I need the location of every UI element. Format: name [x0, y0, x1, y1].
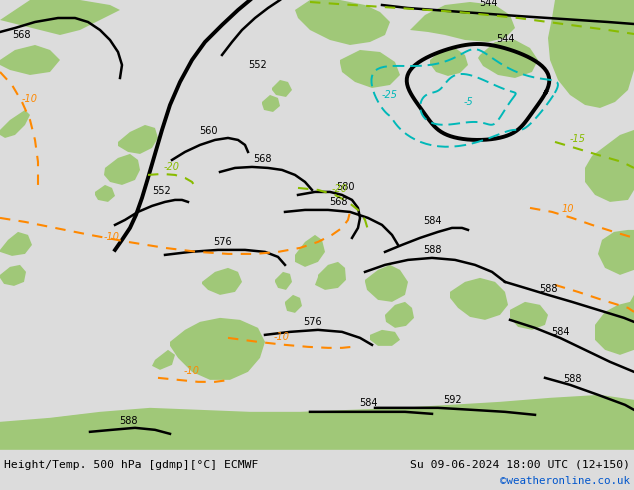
- Text: 588: 588: [119, 416, 137, 426]
- Polygon shape: [385, 302, 414, 328]
- Polygon shape: [598, 230, 634, 275]
- Polygon shape: [275, 272, 292, 290]
- Polygon shape: [0, 45, 60, 75]
- Polygon shape: [340, 50, 400, 88]
- Polygon shape: [285, 295, 302, 313]
- Text: 588: 588: [563, 374, 581, 384]
- Text: 10: 10: [562, 204, 574, 214]
- Polygon shape: [0, 110, 30, 138]
- Polygon shape: [0, 395, 634, 450]
- Text: 584: 584: [551, 327, 569, 337]
- Polygon shape: [0, 0, 120, 35]
- Polygon shape: [262, 95, 280, 112]
- Polygon shape: [365, 265, 408, 302]
- Text: 580: 580: [336, 182, 354, 192]
- Polygon shape: [295, 235, 325, 267]
- Text: Height/Temp. 500 hPa [gdmp][°C] ECMWF: Height/Temp. 500 hPa [gdmp][°C] ECMWF: [4, 460, 259, 470]
- Text: 588: 588: [423, 245, 441, 255]
- Text: -15: -15: [570, 134, 586, 144]
- Polygon shape: [152, 350, 175, 370]
- Text: 560: 560: [198, 126, 217, 136]
- Polygon shape: [272, 80, 292, 97]
- Text: 568: 568: [329, 197, 347, 207]
- Polygon shape: [430, 48, 468, 76]
- Text: -20: -20: [164, 162, 180, 172]
- Text: -10: -10: [22, 94, 38, 104]
- Polygon shape: [410, 2, 515, 42]
- Text: 544: 544: [496, 34, 514, 44]
- Polygon shape: [595, 295, 634, 355]
- Text: ©weatheronline.co.uk: ©weatheronline.co.uk: [500, 476, 630, 486]
- Text: 584: 584: [423, 216, 441, 226]
- Text: 568: 568: [253, 154, 271, 164]
- Polygon shape: [0, 410, 190, 442]
- Text: -10: -10: [184, 366, 200, 376]
- Text: 588: 588: [539, 284, 557, 294]
- Text: 576: 576: [302, 317, 321, 327]
- Polygon shape: [585, 130, 634, 202]
- Text: 568: 568: [12, 30, 30, 40]
- Text: 552: 552: [153, 186, 171, 196]
- Polygon shape: [95, 185, 115, 202]
- Text: 584: 584: [359, 398, 377, 408]
- Text: Su 09-06-2024 18:00 UTC (12+150): Su 09-06-2024 18:00 UTC (12+150): [410, 460, 630, 470]
- Polygon shape: [510, 302, 548, 330]
- Polygon shape: [315, 262, 346, 290]
- Polygon shape: [118, 125, 158, 154]
- Text: -10: -10: [104, 232, 120, 242]
- Text: 576: 576: [212, 237, 231, 247]
- Polygon shape: [170, 318, 265, 380]
- Polygon shape: [104, 154, 140, 185]
- Polygon shape: [548, 0, 634, 108]
- Text: -25: -25: [382, 90, 398, 100]
- Polygon shape: [0, 265, 26, 286]
- Text: 552: 552: [249, 60, 268, 70]
- Polygon shape: [478, 40, 538, 78]
- Text: 544: 544: [479, 0, 497, 8]
- Text: -20: -20: [332, 184, 348, 194]
- Polygon shape: [0, 232, 32, 256]
- Polygon shape: [202, 268, 242, 295]
- Text: 592: 592: [443, 395, 462, 405]
- Polygon shape: [450, 278, 508, 320]
- Text: -10: -10: [274, 332, 290, 342]
- Polygon shape: [370, 330, 400, 346]
- Text: -5: -5: [463, 97, 473, 107]
- Polygon shape: [295, 0, 390, 45]
